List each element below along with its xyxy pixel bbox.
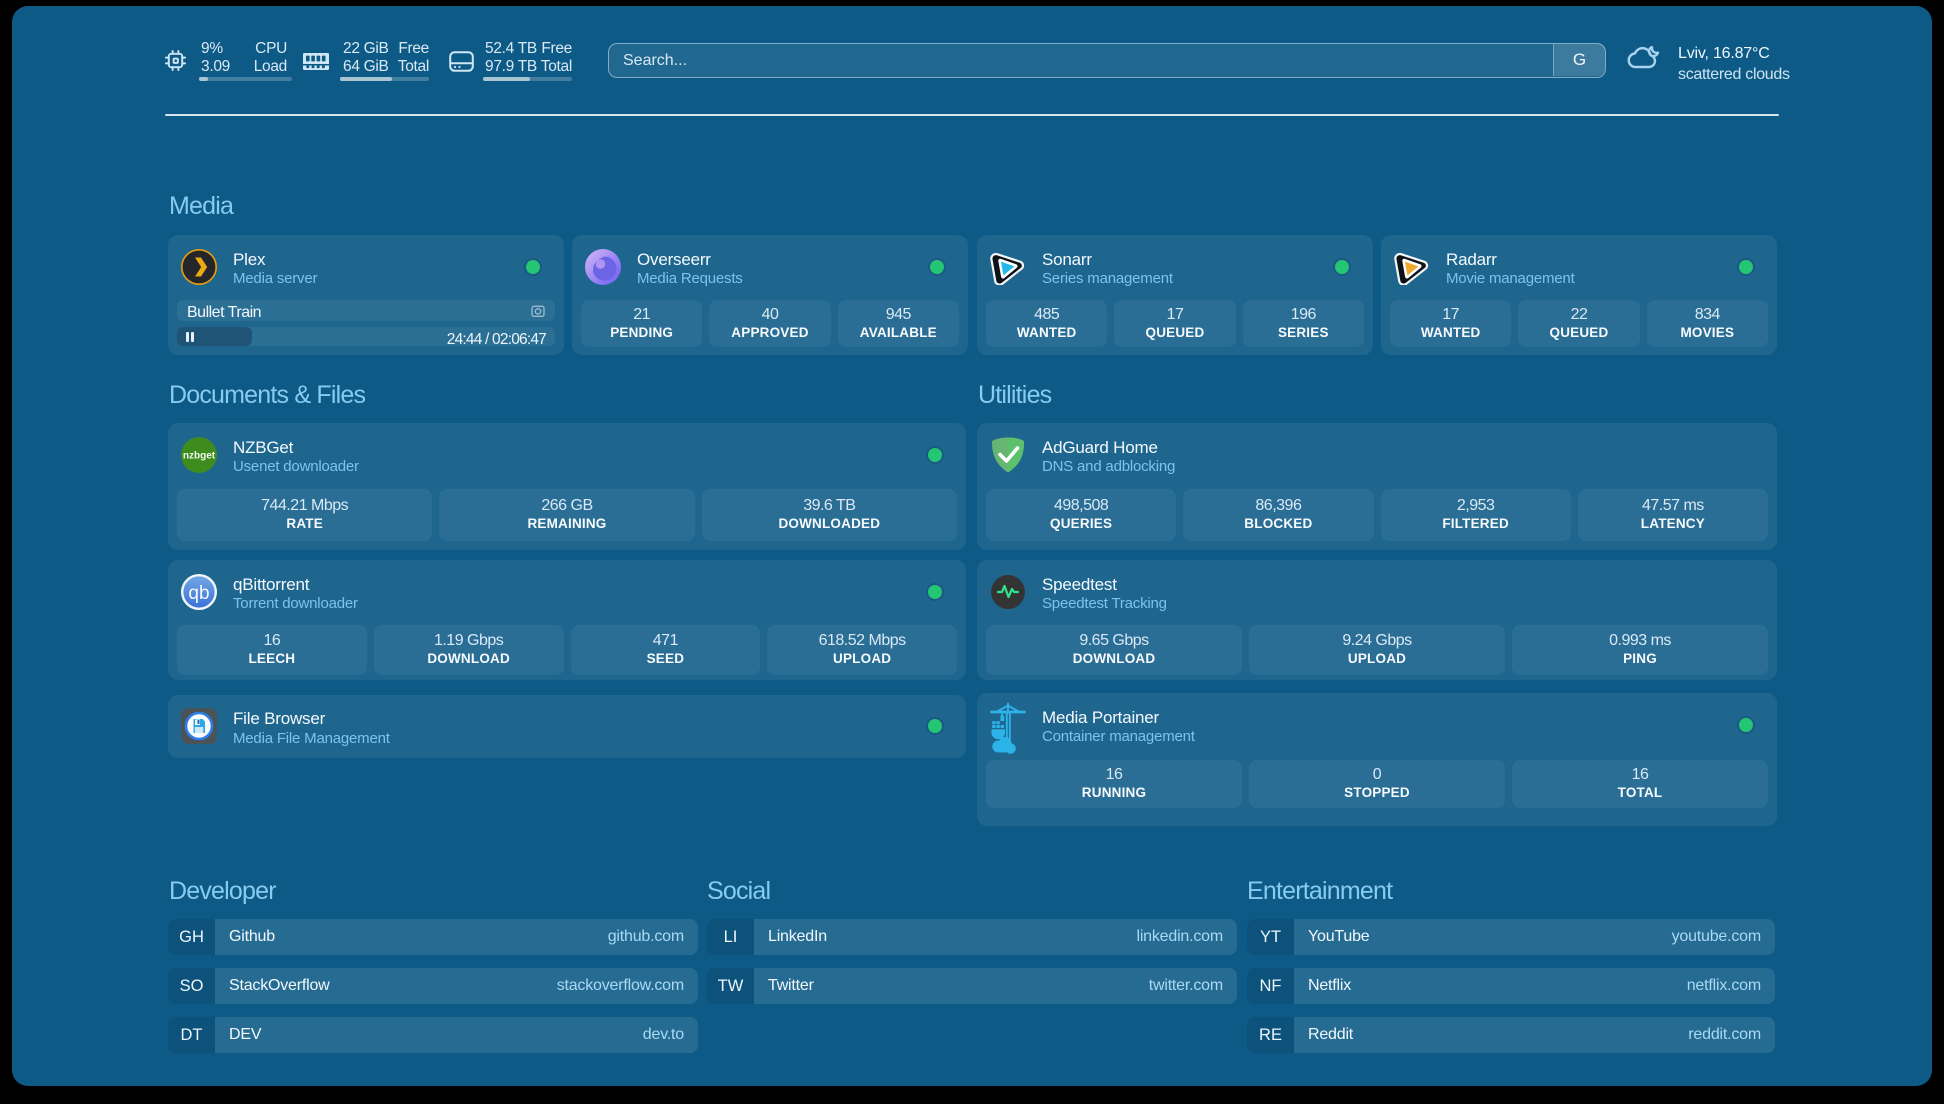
svg-text:nzbget: nzbget [183, 451, 216, 462]
svg-text:qb: qb [188, 583, 209, 604]
